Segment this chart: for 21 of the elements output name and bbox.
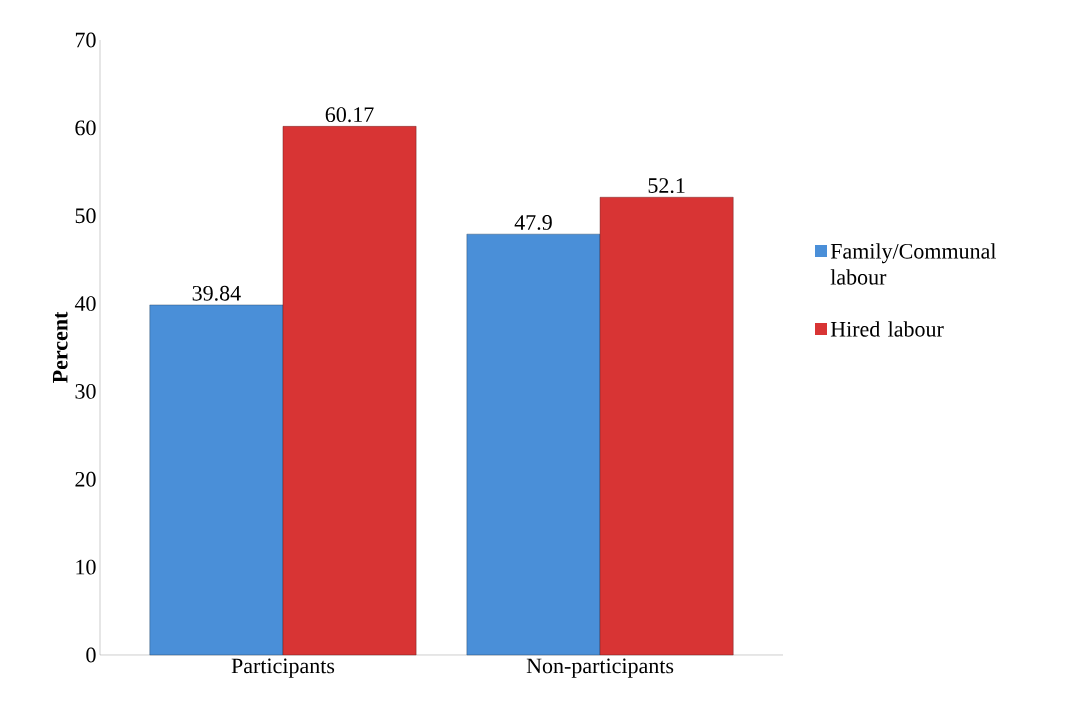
y-tick-label: 0 — [86, 647, 96, 663]
bar — [149, 304, 284, 656]
data-label: 47.9 — [514, 215, 552, 230]
bar — [599, 197, 734, 656]
x-tick-label: Participants — [231, 658, 335, 678]
data-label: 60.17 — [325, 107, 374, 123]
y-axis-title: Percent — [52, 311, 68, 383]
y-tick-label: 30 — [75, 383, 96, 399]
data-label: 52.1 — [648, 178, 685, 194]
y-tick-label: 60 — [75, 120, 96, 136]
y-tick-label: 20 — [75, 471, 96, 487]
legend-label: Hired labour — [830, 321, 944, 337]
bar — [282, 126, 417, 656]
data-label: 39.84 — [192, 285, 241, 301]
legend-label: Family/Communal labour — [830, 243, 997, 285]
bar — [466, 233, 601, 656]
y-tick-label: 50 — [75, 208, 96, 224]
y-tick-label: 40 — [74, 296, 96, 311]
y-tick-label: 70 — [75, 32, 96, 48]
x-tick-label: Non-participants — [526, 658, 674, 678]
y-tick-label: 10 — [76, 559, 96, 575]
